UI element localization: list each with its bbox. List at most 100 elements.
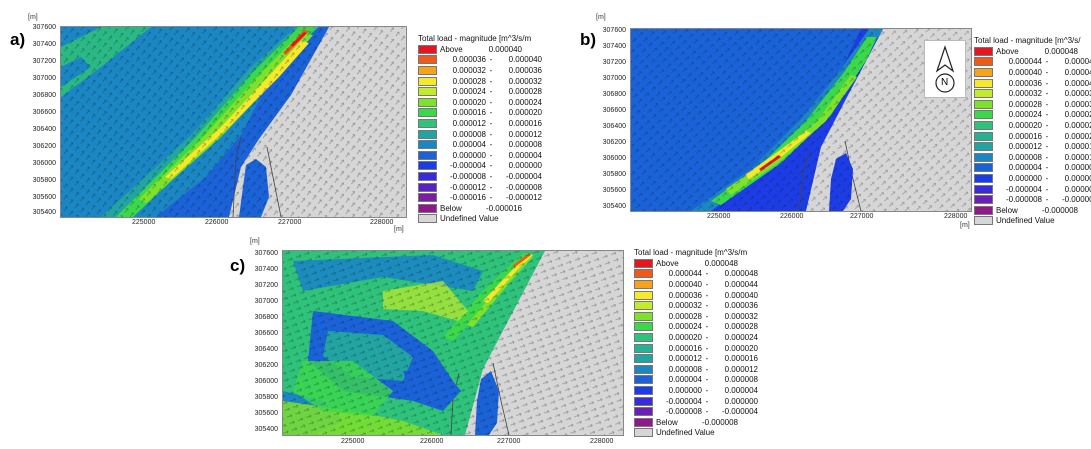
x-tick-label: 228000 — [370, 219, 394, 226]
legend-item: -0.000008--0.000004 — [418, 171, 542, 182]
y-tick-label: 306800 — [602, 91, 626, 98]
legend-item: 0.000020-0.000024 — [974, 120, 1091, 131]
legend-item: 0.000036-0.000040 — [634, 290, 758, 301]
y-tick-label: 306600 — [254, 330, 278, 337]
y-tick-label: 307000 — [254, 298, 278, 305]
y-tick-label: 307200 — [32, 58, 56, 65]
legend-item: 0.000040-0.000044 — [634, 279, 758, 290]
panel-letter: b) — [580, 30, 597, 49]
legend-title: Total load - magnitude [m^3/s/m — [418, 34, 532, 43]
legend-item: Above 0.000048 — [974, 46, 1091, 57]
sediment-load-map — [283, 251, 623, 435]
x-tick-label: 226000 — [420, 438, 444, 445]
y-unit-label: [m] — [250, 238, 260, 245]
north-arrow-icon — [935, 45, 955, 93]
y-tick-label: 305400 — [602, 203, 626, 210]
x-tick-label: 226000 — [205, 219, 229, 226]
y-tick-label: 307400 — [602, 43, 626, 50]
y-tick-label: 307600 — [602, 27, 626, 34]
legend-item: 0.000020-0.000024 — [634, 332, 758, 343]
legend-item: -0.000012- -0.000008 — [418, 182, 542, 193]
x-unit-label: [m] — [960, 222, 970, 229]
map-plot-b — [630, 28, 972, 212]
panel-c: c) [m] 307600 307400 307200 307000 30680… — [200, 234, 820, 449]
y-tick-label: 305800 — [32, 177, 56, 184]
y-tick-label: 306000 — [602, 155, 626, 162]
legend-item: -0.000016- -0.000012 — [418, 192, 542, 203]
legend-item: 0.000028-0.000032 — [418, 76, 542, 87]
legend-item: 0.000004-0.000008 — [418, 139, 542, 150]
sediment-load-map — [631, 29, 971, 211]
y-tick-label: 306000 — [254, 378, 278, 385]
y-tick-label: 306400 — [32, 126, 56, 133]
y-tick-label: 307200 — [254, 282, 278, 289]
legend-item: 0.000024-0.000028 — [974, 110, 1091, 121]
y-tick-label: 307200 — [602, 59, 626, 66]
y-tick-label: 305600 — [254, 410, 278, 417]
legend-item: 0.000036-0.000040 — [974, 78, 1091, 89]
legend-title: Total load - magnitude [m^3/s/ — [974, 36, 1081, 45]
x-unit-label: [m] — [394, 226, 404, 233]
y-tick-label: 306600 — [602, 107, 626, 114]
legend-item: 0.000012-0.000016 — [418, 118, 542, 129]
x-tick-label: 227000 — [278, 219, 302, 226]
x-tick-label: 228000 — [590, 438, 614, 445]
panel-a: a) [m] 307600 307400 307200 307000 30680… — [0, 0, 545, 233]
x-tick-label: 225000 — [341, 438, 365, 445]
legend-item: 0.000024-0.000028 — [634, 322, 758, 333]
legend-item: -0.000004-0.000000 — [974, 184, 1091, 195]
legend-item: Below -0.000016 — [418, 203, 542, 214]
y-tick-label: 306800 — [32, 92, 56, 99]
legend-item: 0.000032-0.000036 — [974, 88, 1091, 99]
y-tick-label: 306200 — [254, 362, 278, 369]
legend-item: 0.000044-0.000048 — [634, 269, 758, 280]
y-tick-label: 305600 — [602, 187, 626, 194]
legend-item: Undefined Value — [974, 216, 1091, 227]
legend-b: Total load - magnitude [m^3/s/ Above 0.00… — [974, 36, 1091, 226]
legend-item: 0.000044-0.000048 — [974, 57, 1091, 68]
legend-item: Below -0.000008 — [974, 205, 1091, 216]
y-tick-label: 306400 — [254, 346, 278, 353]
legend-item: 0.000000-0.000004 — [974, 173, 1091, 184]
legend-item: Undefined Value — [634, 428, 758, 439]
legend-item: 0.000024-0.000028 — [418, 86, 542, 97]
legend-item: 0.000036-0.000040 — [418, 55, 542, 66]
legend-item: -0.000008--0.000004 — [634, 406, 758, 417]
legend-item: 0.000000-0.000004 — [634, 385, 758, 396]
legend-item: 0.000020-0.000024 — [418, 97, 542, 108]
legend-item: Below -0.000008 — [634, 417, 758, 428]
legend-item: 0.000000-0.000004 — [418, 150, 542, 161]
y-tick-label: 307400 — [32, 41, 56, 48]
legend-item: 0.000032-0.000036 — [634, 300, 758, 311]
y-tick-label: 306200 — [32, 143, 56, 150]
legend-item: Undefined Value — [418, 214, 542, 225]
legend-title: Total load - magnitude [m^3/s/m — [634, 248, 748, 257]
x-tick-label: 226000 — [780, 213, 804, 220]
legend-item: 0.000040-0.000044 — [974, 67, 1091, 78]
legend-item: Above 0.000048 — [634, 258, 758, 269]
y-tick-label: 307400 — [254, 266, 278, 273]
y-tick-label: 305400 — [254, 426, 278, 433]
legend-item: Above 0.000040 — [418, 44, 542, 55]
y-tick-label: 306800 — [254, 314, 278, 321]
x-tick-label: 227000 — [850, 213, 874, 220]
y-tick-label: 305800 — [602, 171, 626, 178]
map-plot-a — [60, 26, 407, 218]
legend-item: 0.000016-0.000020 — [418, 108, 542, 119]
y-tick-label: 307600 — [254, 250, 278, 257]
y-tick-label: 306000 — [32, 160, 56, 167]
y-unit-label: [m] — [596, 14, 606, 21]
y-tick-label: 306200 — [602, 139, 626, 146]
north-arrow: N — [924, 40, 966, 98]
map-plot-c — [282, 250, 624, 436]
legend-item: 0.000008-0.000012 — [634, 364, 758, 375]
x-tick-label: 225000 — [132, 219, 156, 226]
legend-item: 0.000004-0.000008 — [974, 163, 1091, 174]
legend-item: -0.000008--0.000004 — [974, 194, 1091, 205]
y-tick-label: 306400 — [602, 123, 626, 130]
legend-item: 0.000012-0.000016 — [974, 141, 1091, 152]
legend-item: 0.000032-0.000036 — [418, 65, 542, 76]
panel-letter: a) — [10, 30, 26, 49]
y-tick-label: 305800 — [254, 394, 278, 401]
legend-item: 0.000028-0.000032 — [634, 311, 758, 322]
